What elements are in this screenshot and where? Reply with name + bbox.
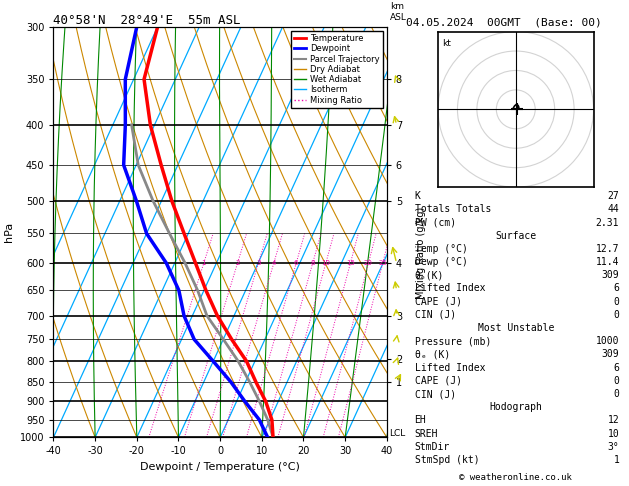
Text: CIN (J): CIN (J) [415,310,455,320]
Text: 1: 1 [613,455,619,465]
Text: 25: 25 [378,260,387,266]
Text: km
ASL: km ASL [390,2,407,22]
Text: LCL: LCL [389,430,405,438]
Text: SREH: SREH [415,429,438,438]
Text: Mixing Ratio (g/kg): Mixing Ratio (g/kg) [416,207,426,299]
Text: θₑ (K): θₑ (K) [415,349,450,360]
Text: CAPE (J): CAPE (J) [415,376,462,386]
Text: 1000: 1000 [596,336,619,346]
Text: 6: 6 [613,283,619,294]
Text: 8: 8 [310,260,314,266]
Text: 3°: 3° [608,442,619,452]
Text: Hodograph: Hodograph [489,402,542,412]
Text: PW (cm): PW (cm) [415,218,455,227]
Text: 0: 0 [613,296,619,307]
Text: StmSpd (kt): StmSpd (kt) [415,455,479,465]
Text: © weatheronline.co.uk: © weatheronline.co.uk [459,473,572,482]
Text: CIN (J): CIN (J) [415,389,455,399]
Text: 1: 1 [201,260,206,266]
Text: K: K [415,191,420,201]
Text: Lifted Index: Lifted Index [415,283,485,294]
Text: Lifted Index: Lifted Index [415,363,485,373]
Text: Most Unstable: Most Unstable [477,323,554,333]
Text: 04.05.2024  00GMT  (Base: 00): 04.05.2024 00GMT (Base: 00) [406,17,601,27]
Text: 27: 27 [608,191,619,201]
Text: θₑ(K): θₑ(K) [415,270,444,280]
Text: Temp (°C): Temp (°C) [415,244,467,254]
Text: CAPE (J): CAPE (J) [415,296,462,307]
X-axis label: Dewpoint / Temperature (°C): Dewpoint / Temperature (°C) [140,462,300,472]
Text: 6: 6 [294,260,298,266]
Text: 10: 10 [608,429,619,438]
Text: 20: 20 [364,260,372,266]
Text: kt: kt [442,39,451,49]
Legend: Temperature, Dewpoint, Parcel Trajectory, Dry Adiabat, Wet Adiabat, Isotherm, Mi: Temperature, Dewpoint, Parcel Trajectory… [291,31,382,108]
Text: 15: 15 [346,260,355,266]
Text: 10: 10 [321,260,330,266]
Y-axis label: hPa: hPa [4,222,14,242]
Text: 6: 6 [613,363,619,373]
Text: 11.4: 11.4 [596,257,619,267]
Text: 2.31: 2.31 [596,218,619,227]
Text: EH: EH [415,416,426,425]
Text: 0: 0 [613,310,619,320]
Text: 4: 4 [272,260,276,266]
Text: 40°58'N  28°49'E  55m ASL: 40°58'N 28°49'E 55m ASL [53,14,241,27]
Text: 12: 12 [608,416,619,425]
Text: Surface: Surface [495,231,537,241]
Text: 2: 2 [235,260,240,266]
Text: Dewp (°C): Dewp (°C) [415,257,467,267]
Text: 309: 309 [601,349,619,360]
Text: 3: 3 [256,260,260,266]
Text: 0: 0 [613,389,619,399]
Text: Pressure (mb): Pressure (mb) [415,336,491,346]
Text: StmDir: StmDir [415,442,450,452]
Text: 44: 44 [608,204,619,214]
Text: 309: 309 [601,270,619,280]
Text: 0: 0 [613,376,619,386]
Text: 12.7: 12.7 [596,244,619,254]
Text: Totals Totals: Totals Totals [415,204,491,214]
